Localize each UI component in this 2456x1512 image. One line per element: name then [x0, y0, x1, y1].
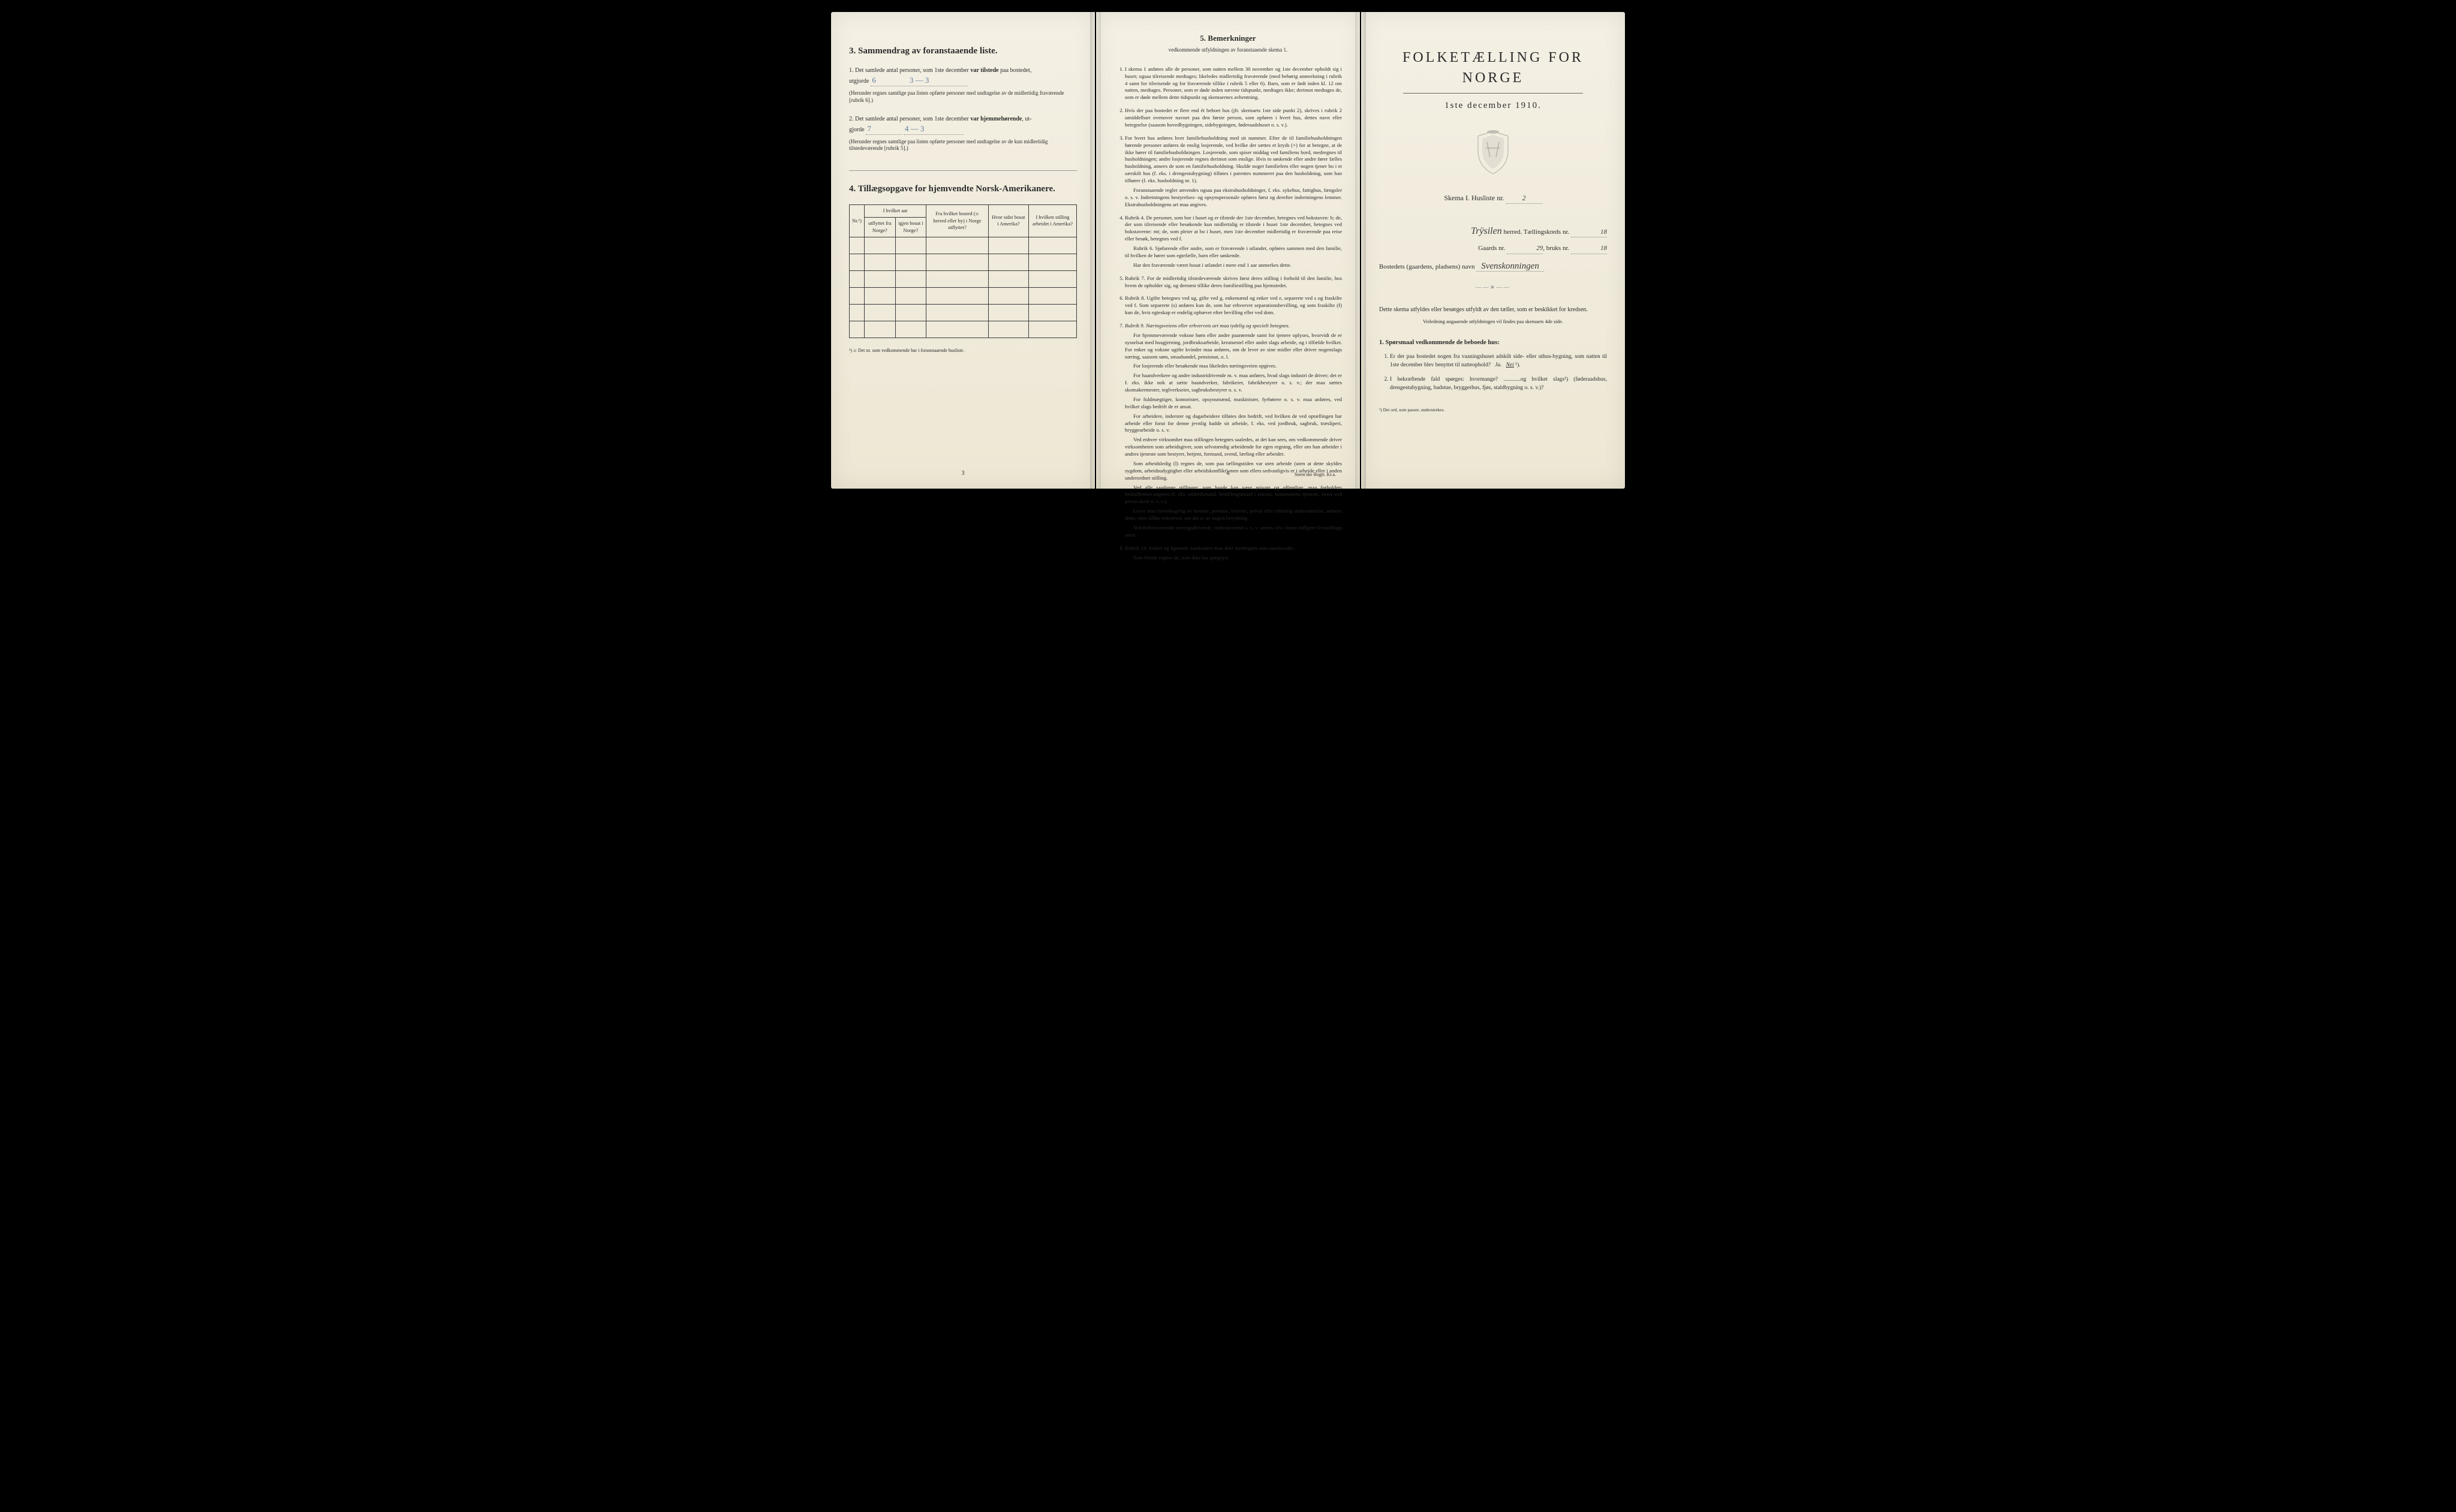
table-row — [850, 270, 1077, 287]
remark-6: Rubrik 8. Ugifte betegnes ved ug, gifte … — [1125, 295, 1342, 317]
summary-item-2: 2. Det samlede antal personer, som 1ste … — [849, 115, 1077, 153]
r7-p4: For arbeidere, inderster og dagarbeidere… — [1125, 413, 1342, 435]
item2-gjorde: gjorde — [849, 126, 865, 133]
questions-heading: 1. Spørsmaal vedkommende de beboede hus: — [1379, 339, 1607, 348]
schema-line: Skema I. Husliste nr. 2 — [1379, 193, 1607, 204]
item1-paren: (Herunder regnes samtlige paa listen opf… — [849, 90, 1077, 104]
remark-1: I skema 1 anføres alle de personer, som … — [1125, 66, 1342, 101]
bosted-line: Bostedets (gaardens, pladsens) navn Sven… — [1379, 260, 1607, 273]
section-divider — [849, 170, 1077, 171]
gaard-line: Gaards nr. 29, bruks nr. 18 — [1379, 244, 1607, 254]
item1-blank2: 3 — 3 — [908, 75, 968, 86]
r7-p5: Ved enhver virksomhet maa stillingen bet… — [1125, 436, 1342, 458]
herred-value: Trÿsilen — [1471, 226, 1502, 236]
summary-item-1: 1. Det samlede antal personer, som 1ste … — [849, 67, 1077, 104]
table-footnote: ¹) ɔ: Det nr. som vedkommende har i fora… — [849, 347, 1077, 354]
question-1: Er der paa bostedet nogen fra vaaningshu… — [1390, 353, 1607, 370]
remark-4: Rubrik 4. De personer, som bor i huset o… — [1125, 215, 1342, 269]
page-shadow — [1355, 12, 1360, 489]
r7-p9: Ved forhenværende næringsdrivende, embed… — [1125, 525, 1342, 539]
page-shadow — [1096, 12, 1101, 489]
remark-4-extra2: Har den fraværende været bosat i utlande… — [1125, 262, 1342, 269]
questions-list: Er der paa bostedet nogen fra vaaningshu… — [1379, 353, 1607, 392]
page-shadow — [1361, 12, 1366, 489]
bosted-value: Svenskonningen — [1476, 261, 1544, 272]
table-body — [850, 237, 1077, 338]
item1-blank1: 6 — [871, 75, 907, 86]
bruk-nr: 18 — [1571, 244, 1607, 254]
remark-5: Rubrik 7. For de midlertidig tilstedevær… — [1125, 275, 1342, 290]
herred-line: Trÿsilen herred. Tællingskreds nr. 18 — [1379, 225, 1607, 238]
census-date: 1ste december 1910. — [1379, 100, 1607, 112]
r7-p0: For hjemmeværende voksne børn eller andr… — [1125, 332, 1342, 361]
th-from: Fra hvilket bosted (ɔ: herred eller by) … — [926, 205, 988, 237]
remarks-title: 5. Bemerkninger — [1114, 33, 1342, 44]
r7-p3: For fuldmægtiger, kontorister, opsynsmæn… — [1125, 396, 1342, 411]
r7-p7: Ved alle saadanne stillinger, som baade … — [1125, 484, 1342, 506]
page-shadow — [1090, 12, 1095, 489]
page-number: 4 — [1227, 469, 1230, 478]
item1-utgjorde: utgjorde — [849, 78, 869, 85]
th-emigrated: utflyttet fra Norge? — [865, 218, 896, 237]
th-returned: igjen bosat i Norge? — [895, 218, 926, 237]
instruction-block: Dette skema utfyldes eller besørges utfy… — [1379, 305, 1607, 326]
remark-3: For hvert hus anføres hver familiehushol… — [1125, 135, 1342, 209]
page-cover: FOLKETÆLLING FOR NORGE 1ste december 191… — [1361, 12, 1625, 489]
th-position: I hvilken stilling arbeidet i Amerika? — [1029, 205, 1077, 237]
census-title: FOLKETÆLLING FOR NORGE — [1379, 48, 1607, 88]
table-row — [850, 254, 1077, 270]
r7-p2: For haandverkere og andre industridriven… — [1125, 372, 1342, 394]
cover-footnote: ¹) Det ord, som passer, understrekes. — [1379, 407, 1607, 414]
table-row — [850, 237, 1077, 254]
title-rule — [1403, 93, 1583, 94]
item2-blank2: 4 — 3 — [904, 124, 964, 135]
remark-2: Hvis der paa bostedet er flere end ét be… — [1125, 107, 1342, 129]
section-3-heading: 3. Sammendrag av foranstaaende liste. — [849, 45, 1077, 58]
supplement-table: Nr.¹) I hvilket aar Fra hvilket bosted (… — [849, 204, 1077, 338]
remark-8: Rubrik 14. Sinker og lignende aandssløve… — [1125, 545, 1342, 562]
item2-paren: (Herunder regnes samtlige paa listen opf… — [849, 138, 1077, 152]
page-4: 5. Bemerkninger vedkommende utfyldningen… — [1096, 12, 1360, 489]
remarks-subtitle: vedkommende utfyldningen av foranstaaend… — [1114, 46, 1342, 54]
remark-7: Rubrik 9. Næringsveiens eller erhvervets… — [1125, 323, 1342, 539]
table-row — [850, 304, 1077, 321]
coat-of-arms-icon — [1379, 130, 1607, 178]
item2-text: 2. Det samlede antal personer, som 1ste … — [849, 116, 1031, 122]
remark-4-extra1: Rubrik 6. Sjøfarende eller andre, som er… — [1125, 245, 1342, 260]
table-row — [850, 287, 1077, 304]
remark-8-extra: Som blinde regnes de, som ikke har gangs… — [1125, 555, 1342, 562]
page-number: 3 — [962, 469, 965, 478]
r7-p8: Lever man hovedsagelig av formue, pensio… — [1125, 508, 1342, 522]
instruction-sub: Veiledning angaaende utfyldningen vil fi… — [1379, 318, 1607, 326]
husliste-nr: 2 — [1506, 193, 1542, 204]
kreds-nr: 18 — [1571, 228, 1607, 237]
question-2: I bekræftende fald spørges: hvormange? .… — [1390, 376, 1607, 393]
remark-3-extra: Foranstaaende regler anvendes ogsaa paa … — [1125, 187, 1342, 209]
th-nr: Nr.¹) — [850, 205, 865, 237]
document-spread: 3. Sammendrag av foranstaaende liste. 1.… — [831, 12, 1625, 489]
item2-blank1: 7 — [866, 124, 902, 135]
th-year: I hvilket aar — [865, 205, 926, 218]
ornament-icon: ――∗―― — [1379, 284, 1607, 292]
r7-p1: For losjerende eller besøkende maa likel… — [1125, 363, 1342, 370]
table-row — [850, 321, 1077, 338]
remarks-list: I skema 1 anføres alle de personer, som … — [1114, 66, 1342, 562]
item1-text: 1. Det samlede antal personer, som 1ste … — [849, 67, 1031, 74]
gaard-nr: 29 — [1507, 244, 1543, 254]
section-4-heading: 4. Tillægsopgave for hjemvendte Norsk-Am… — [849, 183, 1077, 195]
printer-imprint: Steen'ske Bogtr. Kr.a. — [1295, 471, 1336, 478]
th-where: Hvor sidst bosat i Amerika? — [988, 205, 1028, 237]
page-3: 3. Sammendrag av foranstaaende liste. 1.… — [831, 12, 1095, 489]
